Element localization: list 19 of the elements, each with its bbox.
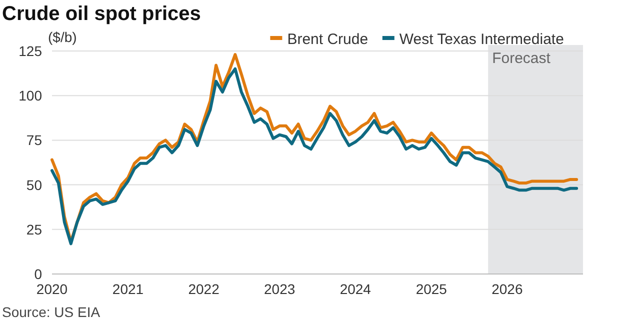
- y-tick-label: 50: [26, 176, 42, 193]
- x-tick-label: 2022: [188, 281, 220, 297]
- x-tick-label: 2023: [264, 281, 296, 297]
- y-tick-label: 25: [26, 221, 42, 238]
- legend-label: West Texas Intermediate: [399, 31, 564, 48]
- band-label: Forecast: [492, 50, 552, 67]
- chart-title: Crude oil spot prices: [2, 3, 201, 25]
- x-tick-label: 2026: [492, 281, 523, 297]
- y-tick-label: 75: [26, 132, 42, 148]
- x-tick-label: 2024: [340, 281, 372, 297]
- x-tick-label: 2020: [36, 281, 68, 297]
- source-note: Source: US EIA: [2, 304, 101, 320]
- y-axis-title: ($/b): [48, 29, 77, 45]
- y-tick-label: 0: [34, 266, 42, 282]
- legend-label: Brent Crude: [287, 31, 368, 48]
- x-tick-label: 2021: [112, 281, 144, 297]
- y-tick-label: 125: [18, 43, 42, 59]
- x-tick-label: 2025: [416, 281, 448, 297]
- y-tick-label: 100: [18, 88, 42, 104]
